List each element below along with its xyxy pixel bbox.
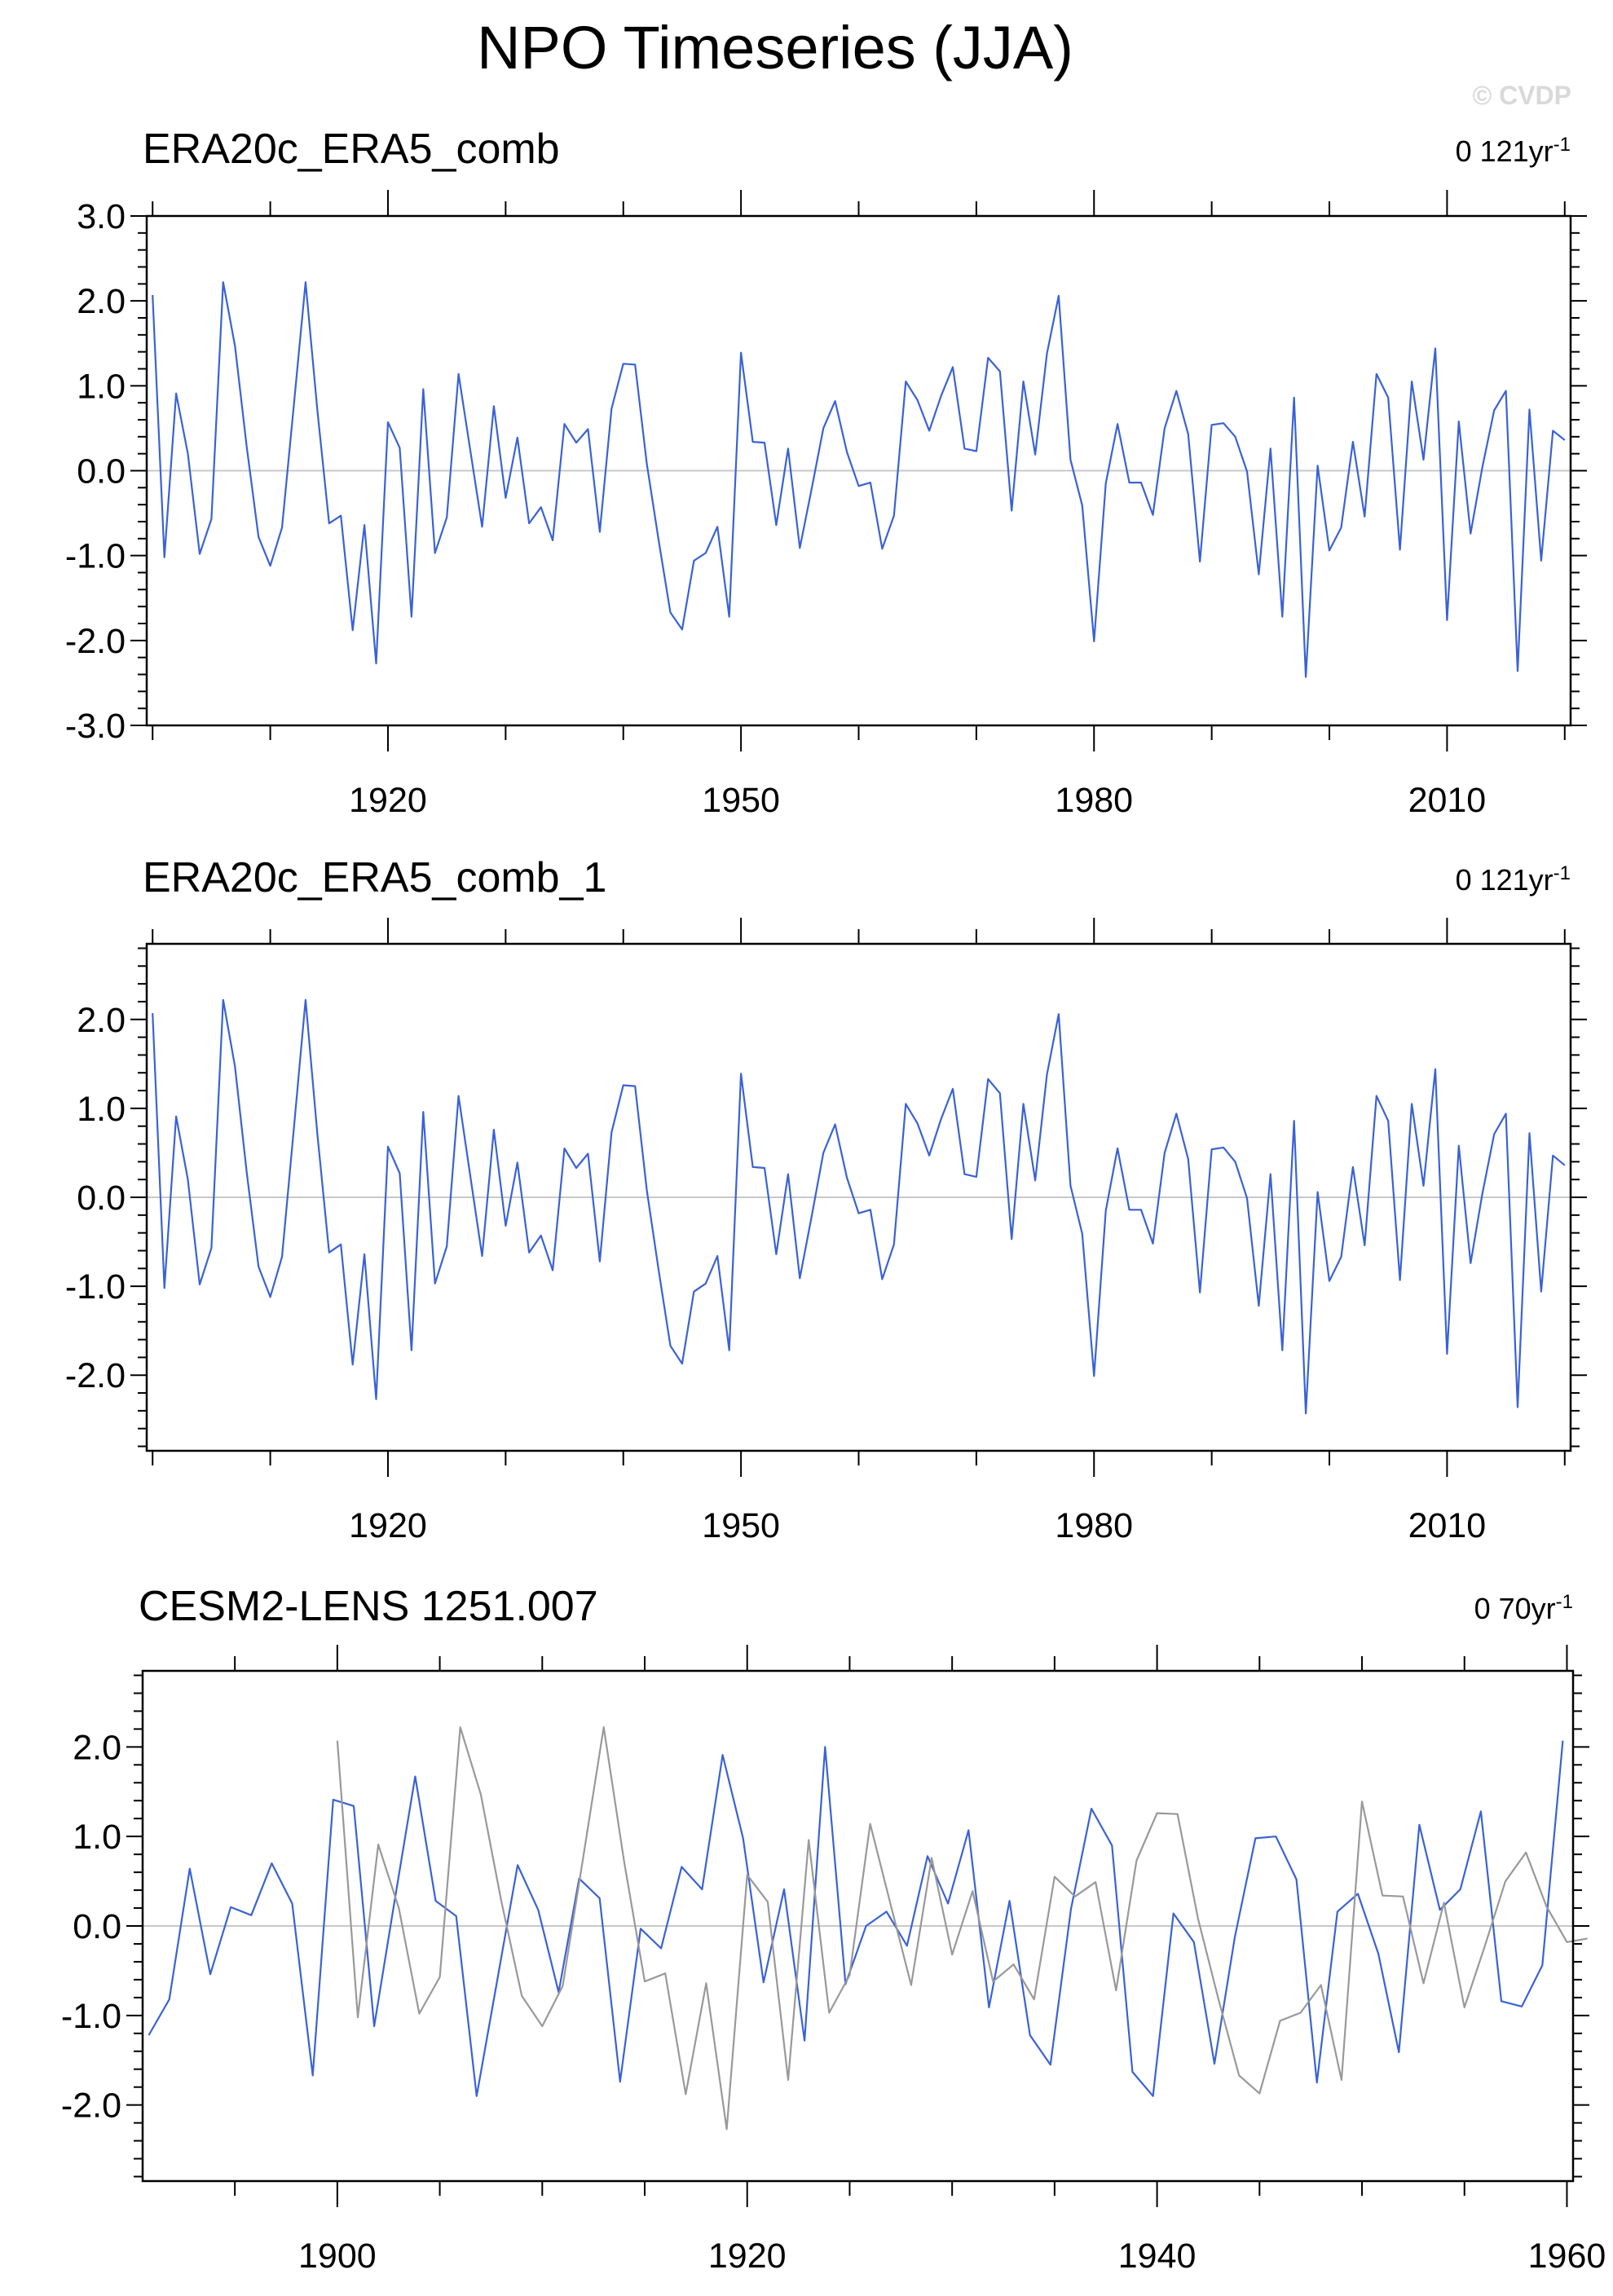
y-tick-label: -1.0 bbox=[65, 537, 126, 576]
watermark: © CVDP bbox=[1473, 81, 1571, 110]
y-tick-label: 1.0 bbox=[73, 1818, 121, 1857]
panel-title: ERA20c_ERA5_comb_1 bbox=[143, 854, 606, 901]
series-line-0 bbox=[152, 998, 1566, 1415]
x-tick-label: 2010 bbox=[1408, 1506, 1487, 1545]
y-tick-label: 0.0 bbox=[73, 1907, 121, 1946]
trend-label: 0 121yr-1 bbox=[1456, 862, 1571, 897]
y-tick-label: 0.0 bbox=[77, 1179, 126, 1218]
x-tick-label: 1920 bbox=[708, 2237, 787, 2276]
panel-era20c-era5-comb: ERA20c_ERA5_comb 0 121yr-1 3.0 2.0 1.0 0.0 -1.… bbox=[65, 126, 1587, 820]
panel-cesm2-lens: CESM2-LENS 1251.007 0 70yr-1 2.0 1.0 0.0 -1.0… bbox=[61, 1583, 1606, 2276]
y-tick-label: 1.0 bbox=[77, 367, 126, 406]
series-line-0 bbox=[152, 281, 1566, 678]
x-tick-label: 1940 bbox=[1118, 2237, 1197, 2276]
panel-title: CESM2-LENS 1251.007 bbox=[139, 1583, 598, 1630]
y-tick-label: 2.0 bbox=[77, 282, 126, 321]
panel-era20c-era5-comb-1: ERA20c_ERA5_comb_1 0 121yr-1 2.0 1.0 0.0 -1.0… bbox=[65, 854, 1587, 1545]
x-tick-label: 1980 bbox=[1055, 1506, 1133, 1545]
x-tick-label: 1920 bbox=[349, 781, 427, 820]
trend-label: 0 121yr-1 bbox=[1456, 134, 1571, 169]
y-tick-label: -3.0 bbox=[65, 707, 126, 746]
y-tick-label: 3.0 bbox=[77, 197, 126, 236]
trend-label: 0 70yr-1 bbox=[1474, 1591, 1573, 1626]
y-tick-label: 2.0 bbox=[77, 1001, 126, 1040]
x-tick-label: 1900 bbox=[298, 2237, 377, 2276]
series-line-0 bbox=[148, 1740, 1564, 2097]
series-line-1 bbox=[336, 1726, 1588, 2131]
x-tick-label: 1920 bbox=[349, 1506, 427, 1545]
x-tick-label: 1960 bbox=[1528, 2237, 1606, 2276]
x-tick-label: 2010 bbox=[1408, 781, 1487, 820]
x-tick-label: 1950 bbox=[702, 1506, 780, 1545]
y-tick-label: 1.0 bbox=[77, 1090, 126, 1129]
y-tick-label: -2.0 bbox=[65, 622, 126, 661]
y-tick-label: -1.0 bbox=[61, 1997, 121, 2036]
y-tick-label: -2.0 bbox=[61, 2087, 121, 2126]
x-tick-label: 1980 bbox=[1055, 781, 1133, 820]
y-tick-label: 0.0 bbox=[77, 452, 126, 491]
x-tick-label: 1950 bbox=[702, 781, 780, 820]
y-tick-label: 2.0 bbox=[73, 1728, 121, 1767]
y-tick-label: -1.0 bbox=[65, 1267, 126, 1307]
figure-title: NPO Timeseries (JJA) bbox=[477, 14, 1073, 82]
panel-title: ERA20c_ERA5_comb bbox=[143, 126, 560, 173]
y-tick-label: -2.0 bbox=[65, 1356, 126, 1395]
